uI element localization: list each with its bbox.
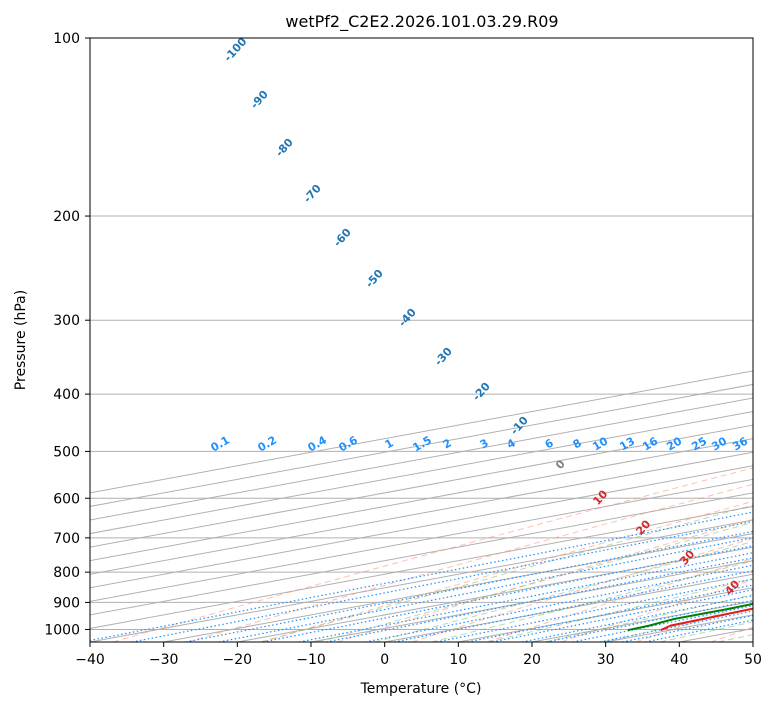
- mixing-ratio-label: 36: [730, 434, 750, 453]
- moist-adiabat-line: [487, 578, 753, 642]
- dry-adiabat-label: -80: [273, 136, 296, 160]
- mixing-ratio-label: 10: [590, 434, 610, 453]
- mixing-ratio-line: [325, 557, 753, 642]
- mixing-ratio-label: 2: [441, 436, 454, 451]
- dry-adiabat-line: [262, 500, 753, 642]
- moist-adiabats: [260, 504, 753, 642]
- mixing-ratio-label: 3: [478, 436, 491, 451]
- dry-adiabat-line: [187, 483, 753, 642]
- isotherm-line: [90, 465, 753, 589]
- plot-frame: [89, 37, 754, 643]
- mixing-ratio-label: 16: [640, 434, 660, 453]
- dry-adiabat-label: -50: [363, 267, 386, 291]
- isotherm-line: [90, 492, 753, 616]
- mixing-ratio-line: [299, 552, 753, 642]
- isotherm-line: [90, 451, 753, 575]
- moist-adiabat-label: 10: [590, 487, 610, 507]
- y-axis-ticks: 100 200 300 400 500 600 700 800 900 1000: [44, 31, 90, 638]
- mixing-ratio-label: 1: [383, 436, 396, 451]
- mixing-ratio-line: [131, 520, 753, 642]
- moist-adiabat-label: 40: [722, 577, 742, 597]
- isotherm-line: [752, 641, 753, 642]
- mixing-ratio-lines: [90, 511, 753, 642]
- line-labels: -100-90-80-70-60-50-40-30-20-10010203040…: [209, 35, 751, 598]
- mixing-ratio-line: [90, 511, 753, 641]
- dry-adiabat-label: -90: [248, 88, 271, 112]
- moist-adiabat-line: [317, 521, 753, 642]
- mixing-ratio-line: [394, 570, 753, 642]
- x-axis-ticks: −40 −30 −20 −10 0 10 20 30 40 50: [75, 642, 762, 668]
- moist-adiabat-label: 30: [677, 547, 697, 567]
- isotherm-gridlines: [90, 370, 753, 642]
- x-tick-label: 10: [449, 652, 467, 668]
- mixing-ratio-label: 20: [664, 434, 684, 453]
- dry-adiabat-line: [561, 579, 753, 642]
- y-tick-label: 900: [53, 595, 80, 611]
- x-tick-label: −20: [223, 652, 253, 668]
- x-tick-label: 40: [670, 652, 688, 668]
- y-tick-label: 200: [53, 209, 80, 225]
- y-tick-label: 400: [53, 387, 80, 403]
- mixing-ratio-line: [262, 545, 753, 642]
- x-tick-label: 20: [523, 652, 541, 668]
- moist-adiabat-line: [260, 504, 753, 642]
- x-tick-label: −40: [75, 652, 105, 668]
- pressure-gridlines: [90, 38, 753, 630]
- y-tick-label: 100: [53, 31, 80, 47]
- mixing-ratio-line: [546, 599, 753, 642]
- x-tick-label: 50: [744, 652, 762, 668]
- dry-adiabat-label: -70: [301, 182, 324, 206]
- dry-adiabat-line: [710, 626, 753, 642]
- y-tick-label: 800: [53, 565, 80, 581]
- dry-adiabat-label: -100: [221, 35, 249, 64]
- dry-adiabat-line: [411, 537, 753, 642]
- mixing-ratio-label: 13: [617, 435, 637, 454]
- isotherm-line: [310, 560, 753, 642]
- dry-adiabat-label: -20: [470, 380, 493, 404]
- isotherm-line: [90, 424, 753, 548]
- isotherm-line: [90, 478, 753, 602]
- y-tick-label: 500: [53, 444, 80, 460]
- dry-adiabat-label: -40: [396, 306, 419, 330]
- chart-title: wetPf2_C2E2.2026.101.03.29.R09: [285, 12, 558, 32]
- plot-area: [90, 38, 753, 642]
- temperature-line: [660, 607, 753, 632]
- mixing-ratio-label: 25: [689, 435, 709, 454]
- moist-adiabat-line: [431, 560, 753, 642]
- mixing-ratio-line: [436, 578, 753, 642]
- dry-adiabat-label: -30: [432, 345, 455, 369]
- dry-adiabat-line: [112, 467, 753, 642]
- isotherm-line: [163, 533, 753, 642]
- x-tick-label: −30: [149, 652, 179, 668]
- mixing-ratio-label: 4: [505, 436, 518, 451]
- mixing-ratio-line: [218, 536, 753, 642]
- y-tick-label: 600: [53, 491, 80, 507]
- y-axis-label: Pressure (hPa): [13, 290, 29, 390]
- mixing-ratio-label: 8: [571, 436, 584, 451]
- x-tick-label: −10: [296, 652, 326, 668]
- mixing-ratio-label: 6: [543, 436, 556, 451]
- mixing-ratio-label: 30: [709, 434, 729, 453]
- x-axis-label: Temperature (°C): [360, 681, 482, 697]
- moist-adiabat-line: [544, 594, 753, 642]
- dry-adiabat-label: -60: [331, 226, 354, 250]
- isotherm-line: [90, 519, 753, 642]
- y-tick-label: 300: [53, 313, 80, 329]
- isotherm-line: [90, 438, 753, 562]
- y-tick-label: 1000: [44, 622, 80, 638]
- x-tick-label: 30: [597, 652, 615, 668]
- y-tick-label: 700: [53, 531, 80, 547]
- mixing-ratio-line: [365, 564, 753, 642]
- isotherm-line: [90, 505, 753, 629]
- x-tick-label: 0: [380, 652, 389, 668]
- dry-adiabat-label: -10: [508, 414, 531, 438]
